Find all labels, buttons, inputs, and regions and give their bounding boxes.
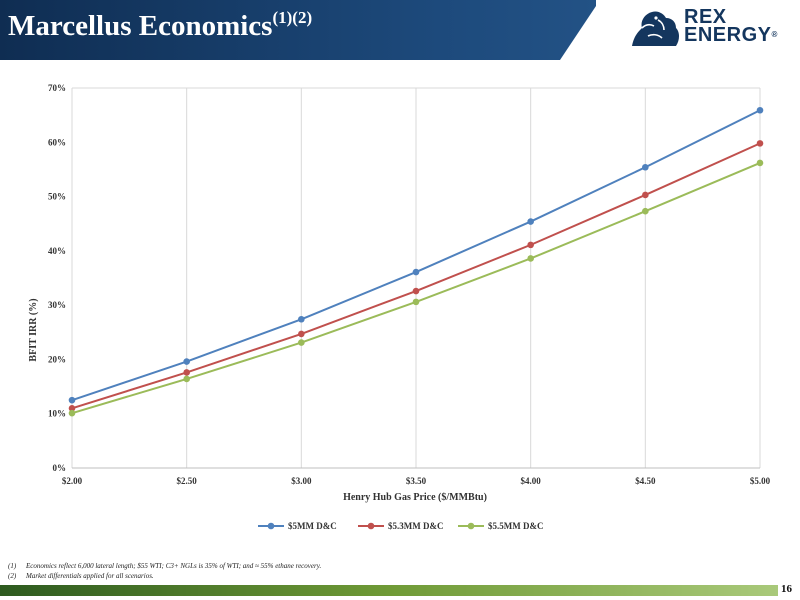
logo-wordmark: REX ENERGY®	[684, 6, 778, 46]
footnote-1-number: (1)	[8, 562, 17, 570]
series-2-point	[298, 330, 305, 338]
x-tick-label: $5.00	[750, 476, 771, 486]
series-2-point	[642, 191, 649, 199]
chart-series	[68, 106, 764, 417]
legend-item-2: $5.3MM D&C	[358, 521, 444, 531]
logo-line-1: REX	[684, 6, 727, 28]
chart-axes: $2.00 $2.50 $3.00 $3.50 $4.00 $4.50 $5.00 0% 10%…	[48, 83, 771, 486]
x-tick-label: $3.50	[406, 476, 427, 486]
series-1-point	[527, 218, 534, 225]
legend-swatch-marker	[267, 522, 275, 530]
page-title: Marcellus Economics(1)(2)	[8, 8, 313, 43]
legend-label: $5.5MM D&C	[488, 521, 544, 531]
x-tick-label: $4.50	[635, 476, 656, 486]
footnote-1: (1) Economics reflect 6,000 lateral lengt…	[8, 561, 321, 571]
legend-swatch-marker	[367, 522, 375, 530]
header-logo-area	[596, 0, 800, 60]
series-3-point	[756, 159, 764, 167]
header-banner: Marcellus Economics(1)(2) REX ENERGY®	[0, 0, 800, 60]
legend-label: $5MM D&C	[288, 521, 337, 531]
footer-bar	[0, 585, 778, 596]
y-tick-label: 70%	[48, 83, 66, 93]
footnotes: (1) Economics reflect 6,000 lateral lengt…	[8, 561, 321, 581]
x-tick-label: $3.00	[291, 476, 312, 486]
logo-registered-mark: ®	[771, 30, 778, 39]
x-tick-label: $2.00	[62, 476, 83, 486]
y-tick-label: 10%	[48, 409, 66, 419]
series-2-point	[68, 404, 76, 412]
footnote-2-text: Market differentials applied for all sce…	[26, 572, 154, 580]
logo-line-2: ENERGY	[684, 24, 772, 46]
y-tick-label: 0%	[53, 463, 67, 473]
company-logo: REX ENERGY®	[628, 6, 793, 50]
x-tick-label: $2.50	[177, 476, 198, 486]
header-slant	[560, 0, 600, 60]
y-axis-title: BFIT IRR (%)	[28, 298, 39, 361]
series-1-point	[642, 163, 649, 171]
y-tick-label: 20%	[48, 354, 66, 364]
series-3-point	[412, 298, 420, 306]
irr-line-chart: $2.00 $2.50 $3.00 $3.50 $4.00 $4.50 $5.00 0% 10%…	[28, 83, 771, 531]
series-3-point	[527, 255, 534, 262]
series-2-point	[527, 241, 534, 249]
series-1-point	[68, 396, 76, 404]
y-tick-label: 60%	[48, 137, 66, 147]
series-3-point	[68, 409, 76, 417]
chart-grid	[71, 87, 761, 468]
footnote-2-number: (2)	[8, 572, 17, 580]
lion-emblem-icon	[632, 11, 679, 47]
y-tick-label: 50%	[48, 192, 66, 202]
legend-item-3: $5.5MM D&C	[458, 521, 544, 531]
series-1-point	[756, 106, 764, 114]
series-2-point	[183, 369, 190, 376]
y-tick-label: 30%	[48, 300, 66, 310]
series-2-point	[412, 287, 420, 295]
x-axis-title: Henry Hub Gas Price ($/MMBtu)	[343, 492, 487, 503]
page-title-text: Marcellus Economics	[8, 10, 273, 42]
series-1-point	[412, 268, 420, 276]
x-tick-label: $4.00	[521, 476, 542, 486]
page-title-superscript: (1)(2)	[272, 8, 313, 27]
footnote-2: (2) Market differentials applied for all …	[8, 571, 321, 581]
legend-swatch-marker	[467, 522, 475, 530]
chart-legend: $5MM D&C $5.3MM D&C $5.5MM D&C	[258, 521, 544, 531]
page-number: 16	[781, 583, 792, 595]
series-3-point	[298, 339, 305, 346]
series-2-point	[756, 140, 764, 147]
series-1-point	[183, 358, 190, 365]
footnote-1-text: Economics reflect 6,000 lateral length; …	[26, 562, 322, 570]
legend-item-1: $5MM D&C	[258, 521, 337, 531]
series-3-point	[642, 207, 649, 215]
y-tick-label: 40%	[48, 246, 66, 256]
legend-label: $5.3MM D&C	[388, 521, 444, 531]
series-1-point	[298, 315, 305, 323]
series-3-point	[183, 375, 190, 383]
